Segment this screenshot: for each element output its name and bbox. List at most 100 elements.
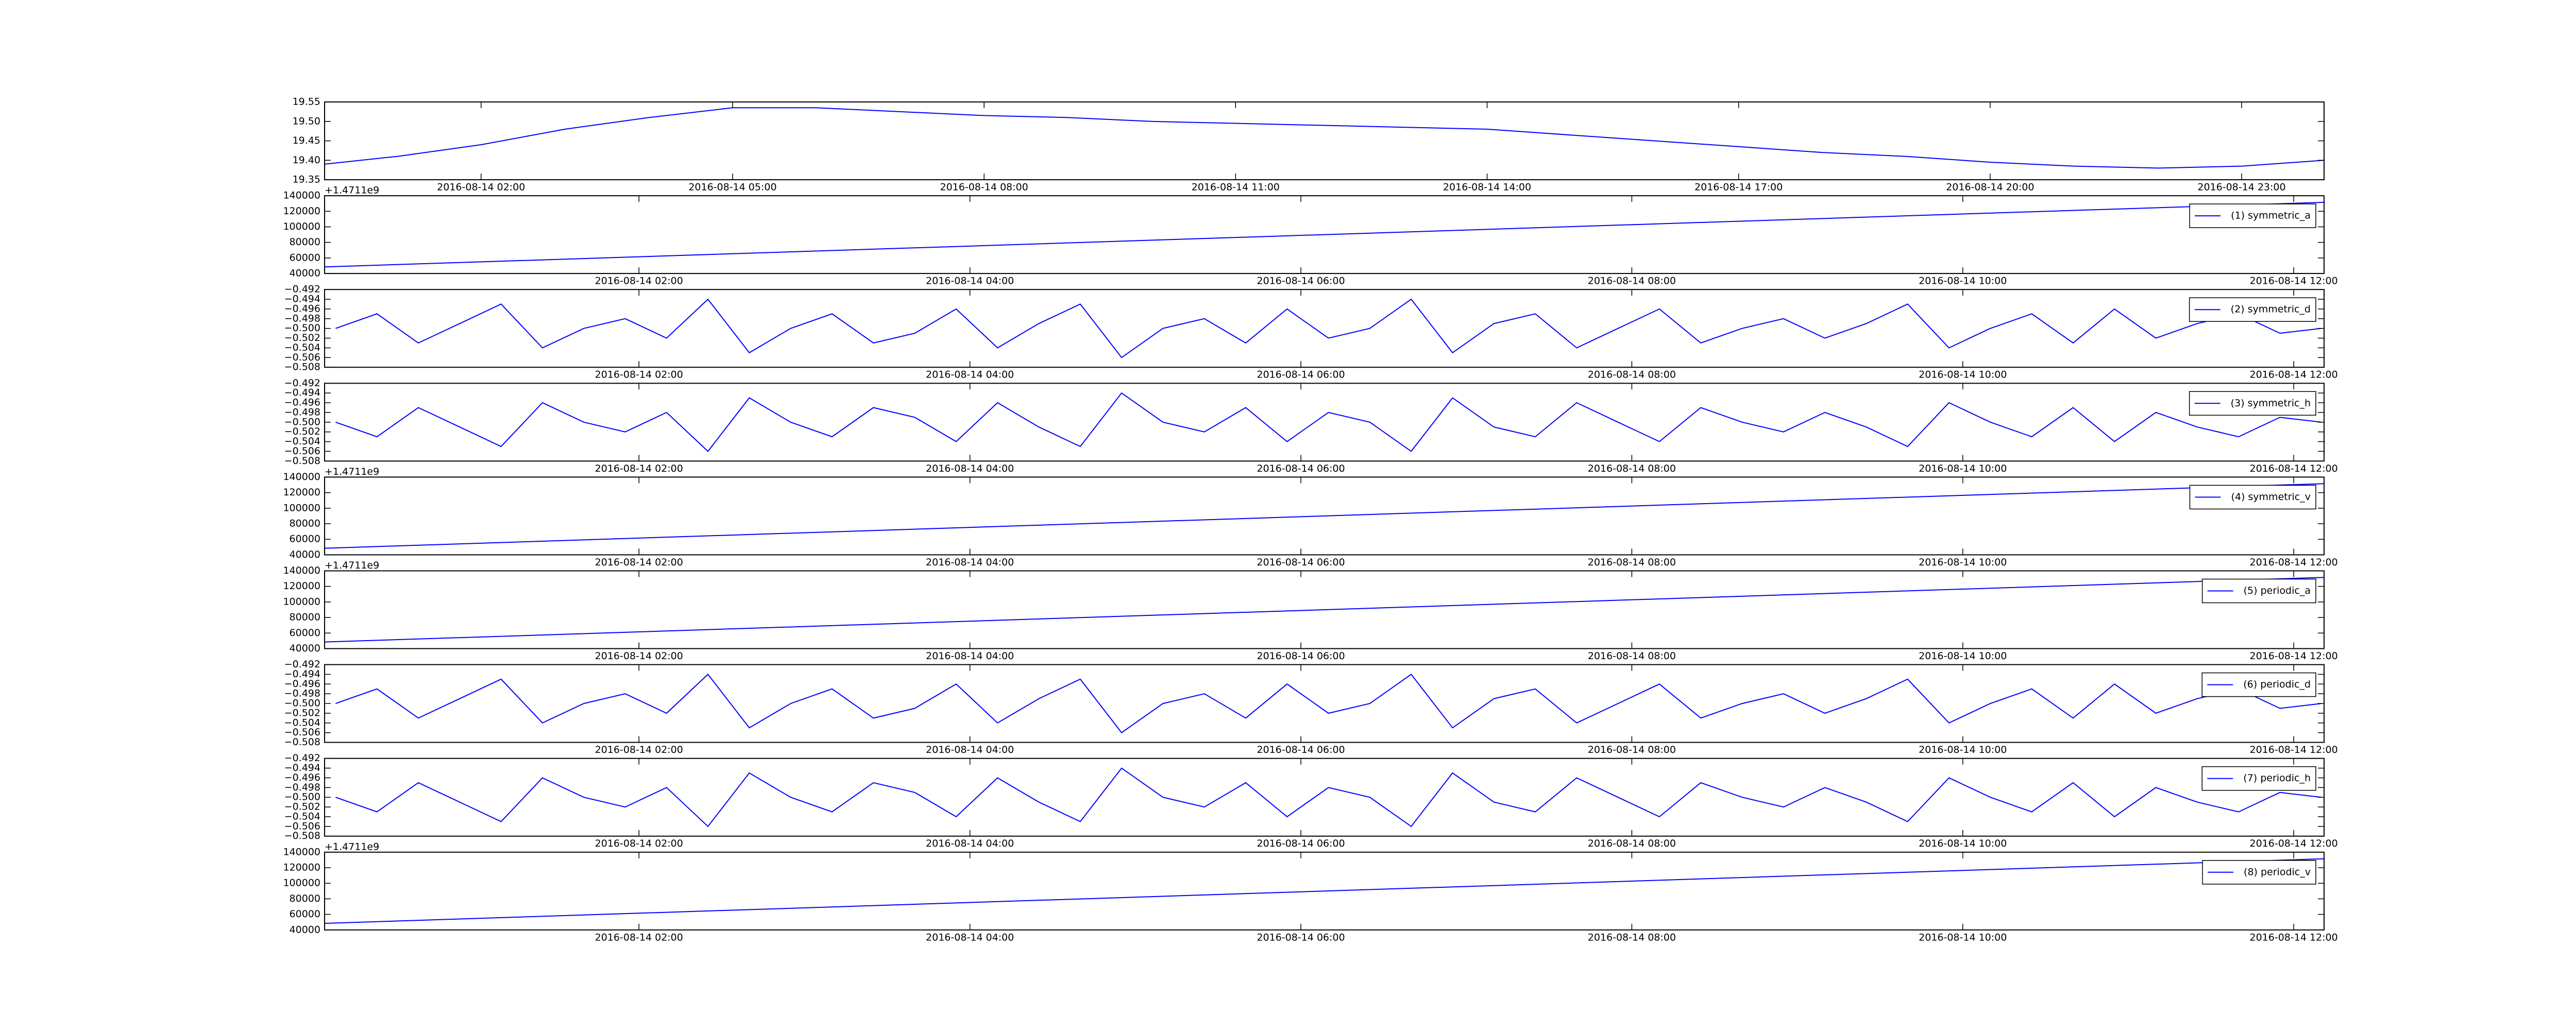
- y-tick-label: −0.500: [284, 322, 320, 334]
- y-offset-text: +1.4711e9: [325, 560, 379, 571]
- y-tick-label: −0.498: [284, 782, 320, 793]
- legend-label: (1) symmetric_a: [2231, 210, 2311, 221]
- x-tick-label: 2016-08-14 05:00: [688, 182, 776, 193]
- y-tick-label: −0.504: [284, 436, 320, 447]
- x-tick-label: 2016-08-14 10:00: [1919, 463, 2007, 474]
- y-tick-label: −0.502: [284, 801, 320, 813]
- y-tick-label: −0.506: [284, 727, 320, 738]
- y-offset-text: +1.4711e9: [325, 841, 379, 852]
- y-tick-label: −0.496: [284, 303, 320, 314]
- x-tick-label: 2016-08-14 04:00: [926, 463, 1014, 474]
- x-tick-label: 2016-08-14 02:00: [595, 276, 683, 287]
- x-tick-label: 2016-08-14 10:00: [1919, 744, 2007, 755]
- legend-label: (6) periodic_d: [2243, 679, 2311, 690]
- y-tick-label: 140000: [283, 565, 320, 576]
- y-tick-label: 80000: [290, 236, 320, 248]
- y-tick-label: −0.498: [284, 406, 320, 418]
- x-tick-label: 2016-08-14 23:00: [2197, 182, 2285, 193]
- y-tick-label: −0.506: [284, 352, 320, 363]
- x-tick-label: 2016-08-14 02:00: [595, 557, 683, 568]
- x-tick-label: 2016-08-14 10:00: [1919, 838, 2007, 849]
- x-tick-label: 2016-08-14 08:00: [1588, 463, 1676, 474]
- x-tick-label: 2016-08-14 08:00: [940, 182, 1028, 193]
- x-tick-label: 2016-08-14 10:00: [1919, 650, 2007, 662]
- x-tick-label: 2016-08-14 02:00: [595, 369, 683, 381]
- x-tick-label: 2016-08-14 02:00: [595, 932, 683, 943]
- x-tick-label: 2016-08-14 04:00: [926, 744, 1014, 755]
- y-tick-label: 40000: [290, 268, 320, 279]
- axes-frame: [324, 476, 2325, 556]
- y-tick-label: 120000: [283, 580, 320, 592]
- y-tick-label: −0.494: [284, 294, 320, 305]
- y-tick-label: 140000: [283, 190, 320, 201]
- x-tick-label: 2016-08-14 04:00: [926, 932, 1014, 943]
- y-tick-label: −0.508: [284, 455, 320, 467]
- y-tick-label: −0.492: [284, 284, 320, 295]
- x-tick-label: 2016-08-14 02:00: [595, 463, 683, 474]
- y-tick-label: −0.492: [284, 377, 320, 389]
- data-line: [325, 577, 2324, 643]
- y-tick-label: −0.494: [284, 762, 320, 773]
- legend-label: (2) symmetric_d: [2231, 304, 2311, 315]
- y-tick-label: −0.492: [284, 659, 320, 670]
- y-tick-label: −0.504: [284, 717, 320, 728]
- x-tick-label: 2016-08-14 12:00: [2250, 369, 2338, 381]
- y-tick-label: 100000: [283, 502, 320, 513]
- x-tick-label: 2016-08-14 14:00: [1443, 182, 1531, 193]
- x-tick-label: 2016-08-14 04:00: [926, 276, 1014, 287]
- x-tick-label: 2016-08-14 10:00: [1919, 557, 2007, 568]
- y-tick-label: 60000: [290, 252, 320, 263]
- axes-frame: [324, 101, 2325, 180]
- y-tick-label: 80000: [290, 612, 320, 623]
- x-tick-label: 2016-08-14 20:00: [1946, 182, 2034, 193]
- y-tick-label: −0.506: [284, 820, 320, 832]
- y-tick-label: −0.500: [284, 416, 320, 427]
- y-tick-label: 19.40: [293, 154, 320, 166]
- y-offset-text: +1.4711e9: [325, 185, 379, 196]
- y-tick-label: 60000: [290, 908, 320, 920]
- y-tick-label: −0.508: [284, 362, 320, 373]
- data-line: [325, 107, 2324, 169]
- x-tick-label: 2016-08-14 08:00: [1588, 744, 1676, 755]
- x-tick-label: 2016-08-14 02:00: [595, 838, 683, 849]
- axes-frame: [324, 758, 2325, 837]
- axes-frame: [324, 383, 2325, 462]
- y-tick-label: 80000: [290, 893, 320, 904]
- data-line: [325, 201, 2324, 268]
- y-tick-label: 120000: [283, 487, 320, 498]
- x-tick-label: 2016-08-14 02:00: [595, 650, 683, 662]
- legend-label: (8) periodic_v: [2244, 866, 2311, 878]
- x-tick-label: 2016-08-14 04:00: [926, 838, 1014, 849]
- y-tick-label: −0.508: [284, 830, 320, 841]
- x-tick-label: 2016-08-14 06:00: [1257, 557, 1345, 568]
- y-tick-label: 40000: [290, 549, 320, 560]
- y-tick-label: −0.498: [284, 688, 320, 699]
- y-tick-label: −0.508: [284, 736, 320, 748]
- axes-frame: [324, 289, 2325, 368]
- y-tick-label: 60000: [290, 534, 320, 545]
- y-tick-label: 19.45: [293, 135, 320, 146]
- y-tick-label: −0.492: [284, 752, 320, 764]
- y-tick-label: 40000: [290, 643, 320, 654]
- y-tick-label: −0.502: [284, 426, 320, 437]
- y-tick-label: 19.55: [293, 96, 320, 108]
- y-offset-text: +1.4711e9: [325, 466, 379, 477]
- y-tick-label: 100000: [283, 596, 320, 607]
- y-tick-label: −0.498: [284, 313, 320, 324]
- x-tick-label: 2016-08-14 12:00: [2250, 838, 2338, 849]
- x-tick-label: 2016-08-14 06:00: [1257, 463, 1345, 474]
- x-tick-label: 2016-08-14 06:00: [1257, 838, 1345, 849]
- y-tick-label: 100000: [283, 878, 320, 889]
- y-tick-label: −0.494: [284, 668, 320, 680]
- y-tick-label: 140000: [283, 471, 320, 483]
- x-tick-label: 2016-08-14 06:00: [1257, 650, 1345, 662]
- y-tick-label: 80000: [290, 518, 320, 529]
- legend-label: (4) symmetric_v: [2231, 491, 2311, 503]
- x-tick-label: 2016-08-14 06:00: [1257, 744, 1345, 755]
- x-tick-label: 2016-08-14 02:00: [595, 744, 683, 755]
- y-tick-label: 140000: [283, 846, 320, 857]
- y-tick-label: −0.506: [284, 445, 320, 457]
- legend-label: (3) symmetric_h: [2231, 398, 2311, 409]
- y-tick-label: −0.502: [284, 332, 320, 343]
